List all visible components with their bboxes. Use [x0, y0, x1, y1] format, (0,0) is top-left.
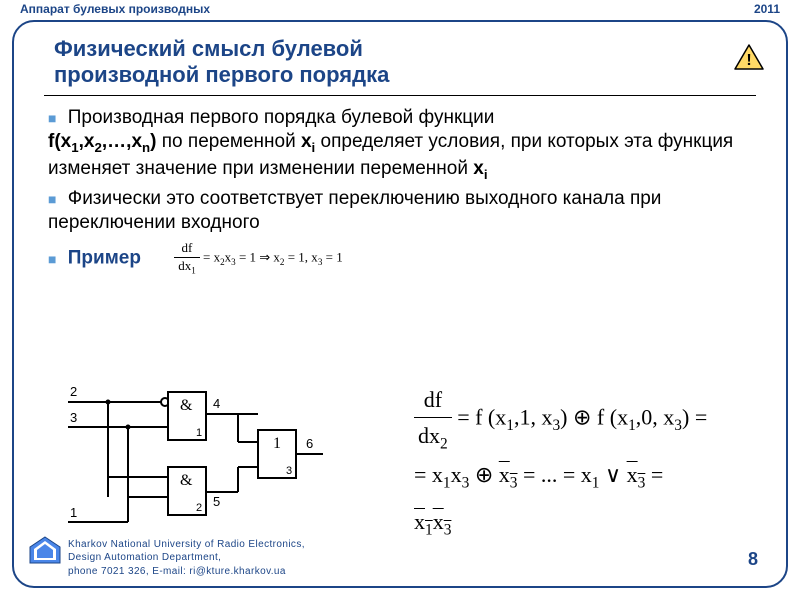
slide-title: Физический смысл булевой производной пер…	[54, 36, 726, 89]
gate1-sub: 1	[196, 427, 202, 439]
b1-xi: x	[301, 131, 312, 152]
label-in3: 3	[70, 410, 77, 425]
label-w4: 4	[213, 396, 220, 411]
label-in2: 2	[70, 384, 77, 399]
b1-func: f(x	[48, 131, 71, 152]
mb-den: dx	[418, 423, 440, 448]
bullet-square-2: ■	[48, 190, 56, 208]
math-line2: = x1x3 ⊕ x3 = ... = x1 ∨ x3 =	[414, 457, 707, 496]
gate1-sym: &	[180, 397, 193, 414]
ms-r5: = 1	[322, 250, 342, 265]
ms-den: dx	[178, 258, 191, 273]
header-right: 2011	[754, 2, 780, 16]
mb-num: df	[414, 382, 452, 418]
bullet-1: ■ Производная первого порядка булевой фу…	[48, 106, 752, 183]
label-in1: 1	[70, 505, 77, 520]
bullet-square-3: ■	[48, 250, 56, 268]
svg-text:!: !	[746, 52, 751, 69]
title-line1: Физический смысл булевой	[54, 36, 726, 62]
title-underline	[44, 95, 756, 96]
b1-xi2: x	[473, 158, 484, 179]
university-logo	[28, 535, 62, 570]
b1-mid: по переменной	[162, 131, 301, 152]
ms-num: df	[174, 240, 200, 258]
footer-l1: Kharkov National University of Radio Ele…	[68, 539, 305, 550]
b1-func2: ,x	[79, 131, 95, 152]
gate2-sym: &	[180, 472, 193, 489]
ms-r3: = 1 ⇒ x	[236, 250, 280, 265]
b2-text: Физически это соответствует переключению…	[48, 188, 661, 234]
mb-den-sub: 2	[440, 436, 448, 453]
math-line1: df dx2 = f (x1,1, x3) ⊕ f (x1,0, x3) =	[414, 382, 707, 457]
bullet-square-1: ■	[48, 109, 56, 127]
ms-den-sub: 1	[191, 265, 196, 275]
title-line2: производной первого порядка	[54, 62, 726, 88]
body-text: ■ Производная первого порядка булевой фу…	[48, 106, 752, 278]
example-label: Пример	[68, 248, 141, 269]
header-bar: Аппарат булевых производных 2011	[20, 2, 780, 16]
gate3-sym: 1	[273, 435, 281, 452]
math-derivation: df dx2 = f (x1,1, x3) ⊕ f (x1,0, x3) = =…	[414, 382, 707, 543]
ms-r1: = x	[203, 250, 220, 265]
slide: Аппарат булевых производных 2011 ! Физич…	[0, 0, 800, 600]
warning-icon: !	[734, 44, 764, 70]
math-line3: x1x3	[414, 502, 707, 543]
b1-func4: )	[150, 131, 156, 152]
math-inline: df dx1 = x2x3 = 1 ⇒ x2 = 1, x3 = 1	[174, 240, 343, 277]
b1-text-a: Производная первого порядка булевой функ…	[68, 107, 495, 128]
footer-l3: phone 7021 326, E-mail: ri@kture.kharkov…	[68, 566, 286, 577]
footer-text: Kharkov National University of Radio Ele…	[68, 538, 305, 579]
b1-i2: i	[484, 166, 488, 181]
page-number: 8	[748, 549, 758, 570]
gate3-sub: 3	[286, 465, 292, 477]
label-w5: 5	[213, 494, 220, 509]
header-left: Аппарат булевых производных	[20, 2, 210, 16]
b1-func3: ,…,x	[102, 131, 142, 152]
slide-frame: ! Физический смысл булевой производной п…	[12, 20, 788, 588]
ms-r4: = 1, x	[284, 250, 317, 265]
label-w6: 6	[306, 436, 313, 451]
circuit-diagram: & 1 & 2 1 3 2 3	[68, 382, 328, 547]
bullet-example: ■ Пример df dx1 = x2x3 = 1 ⇒ x2 = 1, x3 …	[48, 240, 752, 277]
gate2-sub: 2	[196, 502, 202, 514]
footer-l2: Design Automation Department,	[68, 552, 221, 563]
bullet-2: ■ Физически это соответствует переключен…	[48, 187, 752, 236]
